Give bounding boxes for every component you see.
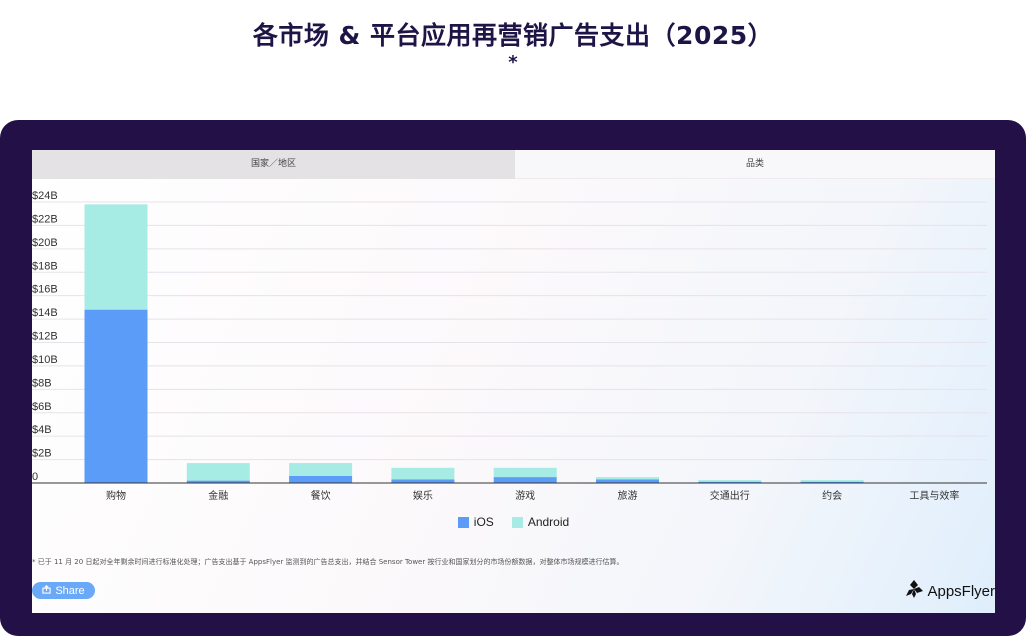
- x-tick-label: 旅游: [618, 489, 638, 502]
- y-tick-label: $24B: [32, 190, 58, 202]
- chart-footnote: * 已于 11 月 20 日起对全年剩余时间进行标准化处理；广告支出基于 App…: [32, 558, 624, 566]
- y-tick-label: $16B: [32, 284, 58, 296]
- y-tick-label: $14B: [32, 307, 58, 319]
- bar-ios: [698, 481, 762, 483]
- tab-bar: 国家／地区 品类: [32, 150, 995, 179]
- legend-item-ios[interactable]: iOS: [457, 515, 494, 529]
- bar-ios: [186, 480, 250, 483]
- x-tick-label: 约会: [822, 489, 842, 502]
- x-tick-label: 游戏: [515, 489, 535, 502]
- legend-item-android[interactable]: Android: [511, 515, 570, 529]
- x-tick-label: 购物: [106, 489, 126, 502]
- y-tick-label: $20B: [32, 237, 58, 249]
- bar-android: [84, 204, 148, 310]
- x-tick-label: 餐饮: [311, 489, 331, 502]
- bar-ios: [493, 477, 557, 483]
- bar-android: [391, 467, 455, 480]
- bar-android: [698, 480, 762, 482]
- x-tick-label: 娱乐: [413, 489, 433, 502]
- y-tick-label: $2B: [32, 448, 52, 460]
- bar-ios: [289, 475, 353, 483]
- bar-ios: [391, 479, 455, 483]
- page-title: 各市场 & 平台应用再营销广告支出（2025）: [252, 21, 774, 50]
- appsflyer-logo-icon: [904, 579, 924, 603]
- bar-android: [800, 480, 864, 482]
- bar-android: [596, 477, 659, 480]
- bar-android: [493, 467, 557, 478]
- title-footnote-marker: *: [508, 52, 518, 73]
- tab-category[interactable]: 品类: [515, 150, 995, 179]
- chart-card: 国家／地区 品类 0 $2B $4B $6B $8B $10B $12B $14B $16B $1…: [32, 150, 995, 613]
- y-tick-label: $6B: [32, 401, 52, 413]
- y-tick-label: 0: [32, 471, 38, 483]
- chart-legend: iOS Android: [32, 515, 995, 529]
- bar-ios: [800, 481, 864, 483]
- share-icon: [42, 584, 51, 596]
- x-tick-label: 工具与效率: [909, 489, 959, 502]
- bar-android: [186, 463, 250, 481]
- share-label: Share: [55, 584, 85, 597]
- y-tick-label: $22B: [32, 213, 58, 225]
- bar-android: [289, 463, 353, 476]
- y-tick-label: $12B: [32, 331, 58, 343]
- share-button[interactable]: Share: [32, 582, 95, 599]
- legend-swatch-ios: [457, 516, 469, 528]
- appsflyer-logo-text: AppsFlyer: [927, 582, 995, 600]
- y-tick-label: $8B: [32, 377, 52, 389]
- y-tick-label: $4B: [32, 424, 52, 436]
- y-tick-label: $10B: [32, 354, 58, 366]
- y-tick-label: $18B: [32, 260, 58, 272]
- legend-swatch-android: [511, 516, 523, 528]
- bar-ios: [596, 479, 659, 483]
- legend-label-android: Android: [527, 515, 570, 529]
- legend-label-ios: iOS: [473, 515, 494, 529]
- x-tick-label: 金融: [208, 489, 228, 502]
- stacked-bar-chart: 0 $2B $4B $6B $8B $10B $12B $14B $16B $18B $20B $22…: [32, 190, 987, 502]
- tab-country-region[interactable]: 国家／地区: [32, 150, 515, 179]
- appsflyer-logo: AppsFlyer: [904, 578, 995, 604]
- x-tick-label: 交通出行: [710, 489, 750, 502]
- bar-ios: [84, 309, 148, 483]
